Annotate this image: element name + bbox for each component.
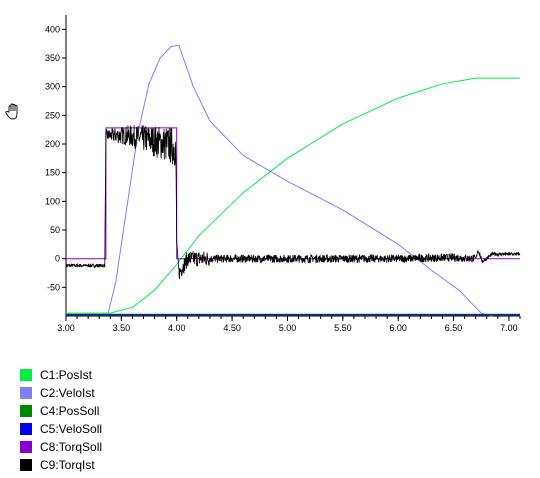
y-tick-label: 200: [45, 139, 60, 149]
y-tick-label: 350: [45, 53, 60, 63]
y-tick-label: 0: [55, 254, 60, 264]
legend-item: C4:PosSoll: [20, 402, 102, 420]
legend-item: C8:TorqSoll: [20, 438, 102, 456]
x-tick-label: 4.50: [223, 323, 241, 333]
legend-label: C4:PosSoll: [40, 404, 100, 418]
legend-label: C1:PosIst: [40, 368, 93, 382]
legend-swatch: [20, 387, 32, 399]
y-tick-label: -50: [47, 282, 60, 292]
series-line-c9-torqist: [65, 125, 521, 280]
legend-item: C9:TorqIst: [20, 456, 102, 474]
series-line-c8-torqsoll: [66, 127, 520, 260]
x-tick-label: 3.00: [57, 323, 75, 333]
x-tick-label: 7.00: [500, 323, 518, 333]
hand-pan-icon[interactable]: [4, 103, 24, 121]
legend-swatch: [20, 369, 32, 381]
y-tick-label: 100: [45, 196, 60, 206]
legend-label: C5:VeloSoll: [40, 422, 103, 436]
legend-label: C9:TorqIst: [40, 458, 95, 472]
x-tick-label: 4.00: [168, 323, 186, 333]
y-tick-label: 300: [45, 82, 60, 92]
chart-plot-area: 400 350 300 250 200 150 100 50 0 -50 3.00 3.50 4.00 4…: [45, 15, 521, 333]
legend-swatch: [20, 459, 32, 471]
x-tick-label: 5.00: [279, 323, 297, 333]
x-tick-label: 6.50: [445, 323, 463, 333]
y-tick-label: 400: [45, 24, 60, 34]
legend-item: C5:VeloSoll: [20, 420, 102, 438]
legend-item: C1:PosIst: [20, 366, 102, 384]
series-line-c1-posist: [66, 77, 520, 314]
y-tick-label: 150: [45, 168, 60, 178]
legend-item: C2:VeloIst: [20, 384, 102, 402]
y-tick-label: 50: [50, 225, 60, 235]
legend-label: C2:VeloIst: [40, 386, 95, 400]
legend-swatch: [20, 423, 32, 435]
x-tick-label: 3.50: [113, 323, 131, 333]
legend-swatch: [20, 405, 32, 417]
legend-swatch: [20, 441, 32, 453]
x-tick-label: 5.50: [334, 323, 352, 333]
y-tick-label: 250: [45, 110, 60, 120]
x-tick-label: 6.00: [389, 323, 407, 333]
legend-label: C8:TorqSoll: [40, 440, 103, 454]
chart-legend: C1:PosIst C2:VeloIst C4:PosSoll C5:VeloSoll…: [20, 366, 102, 474]
